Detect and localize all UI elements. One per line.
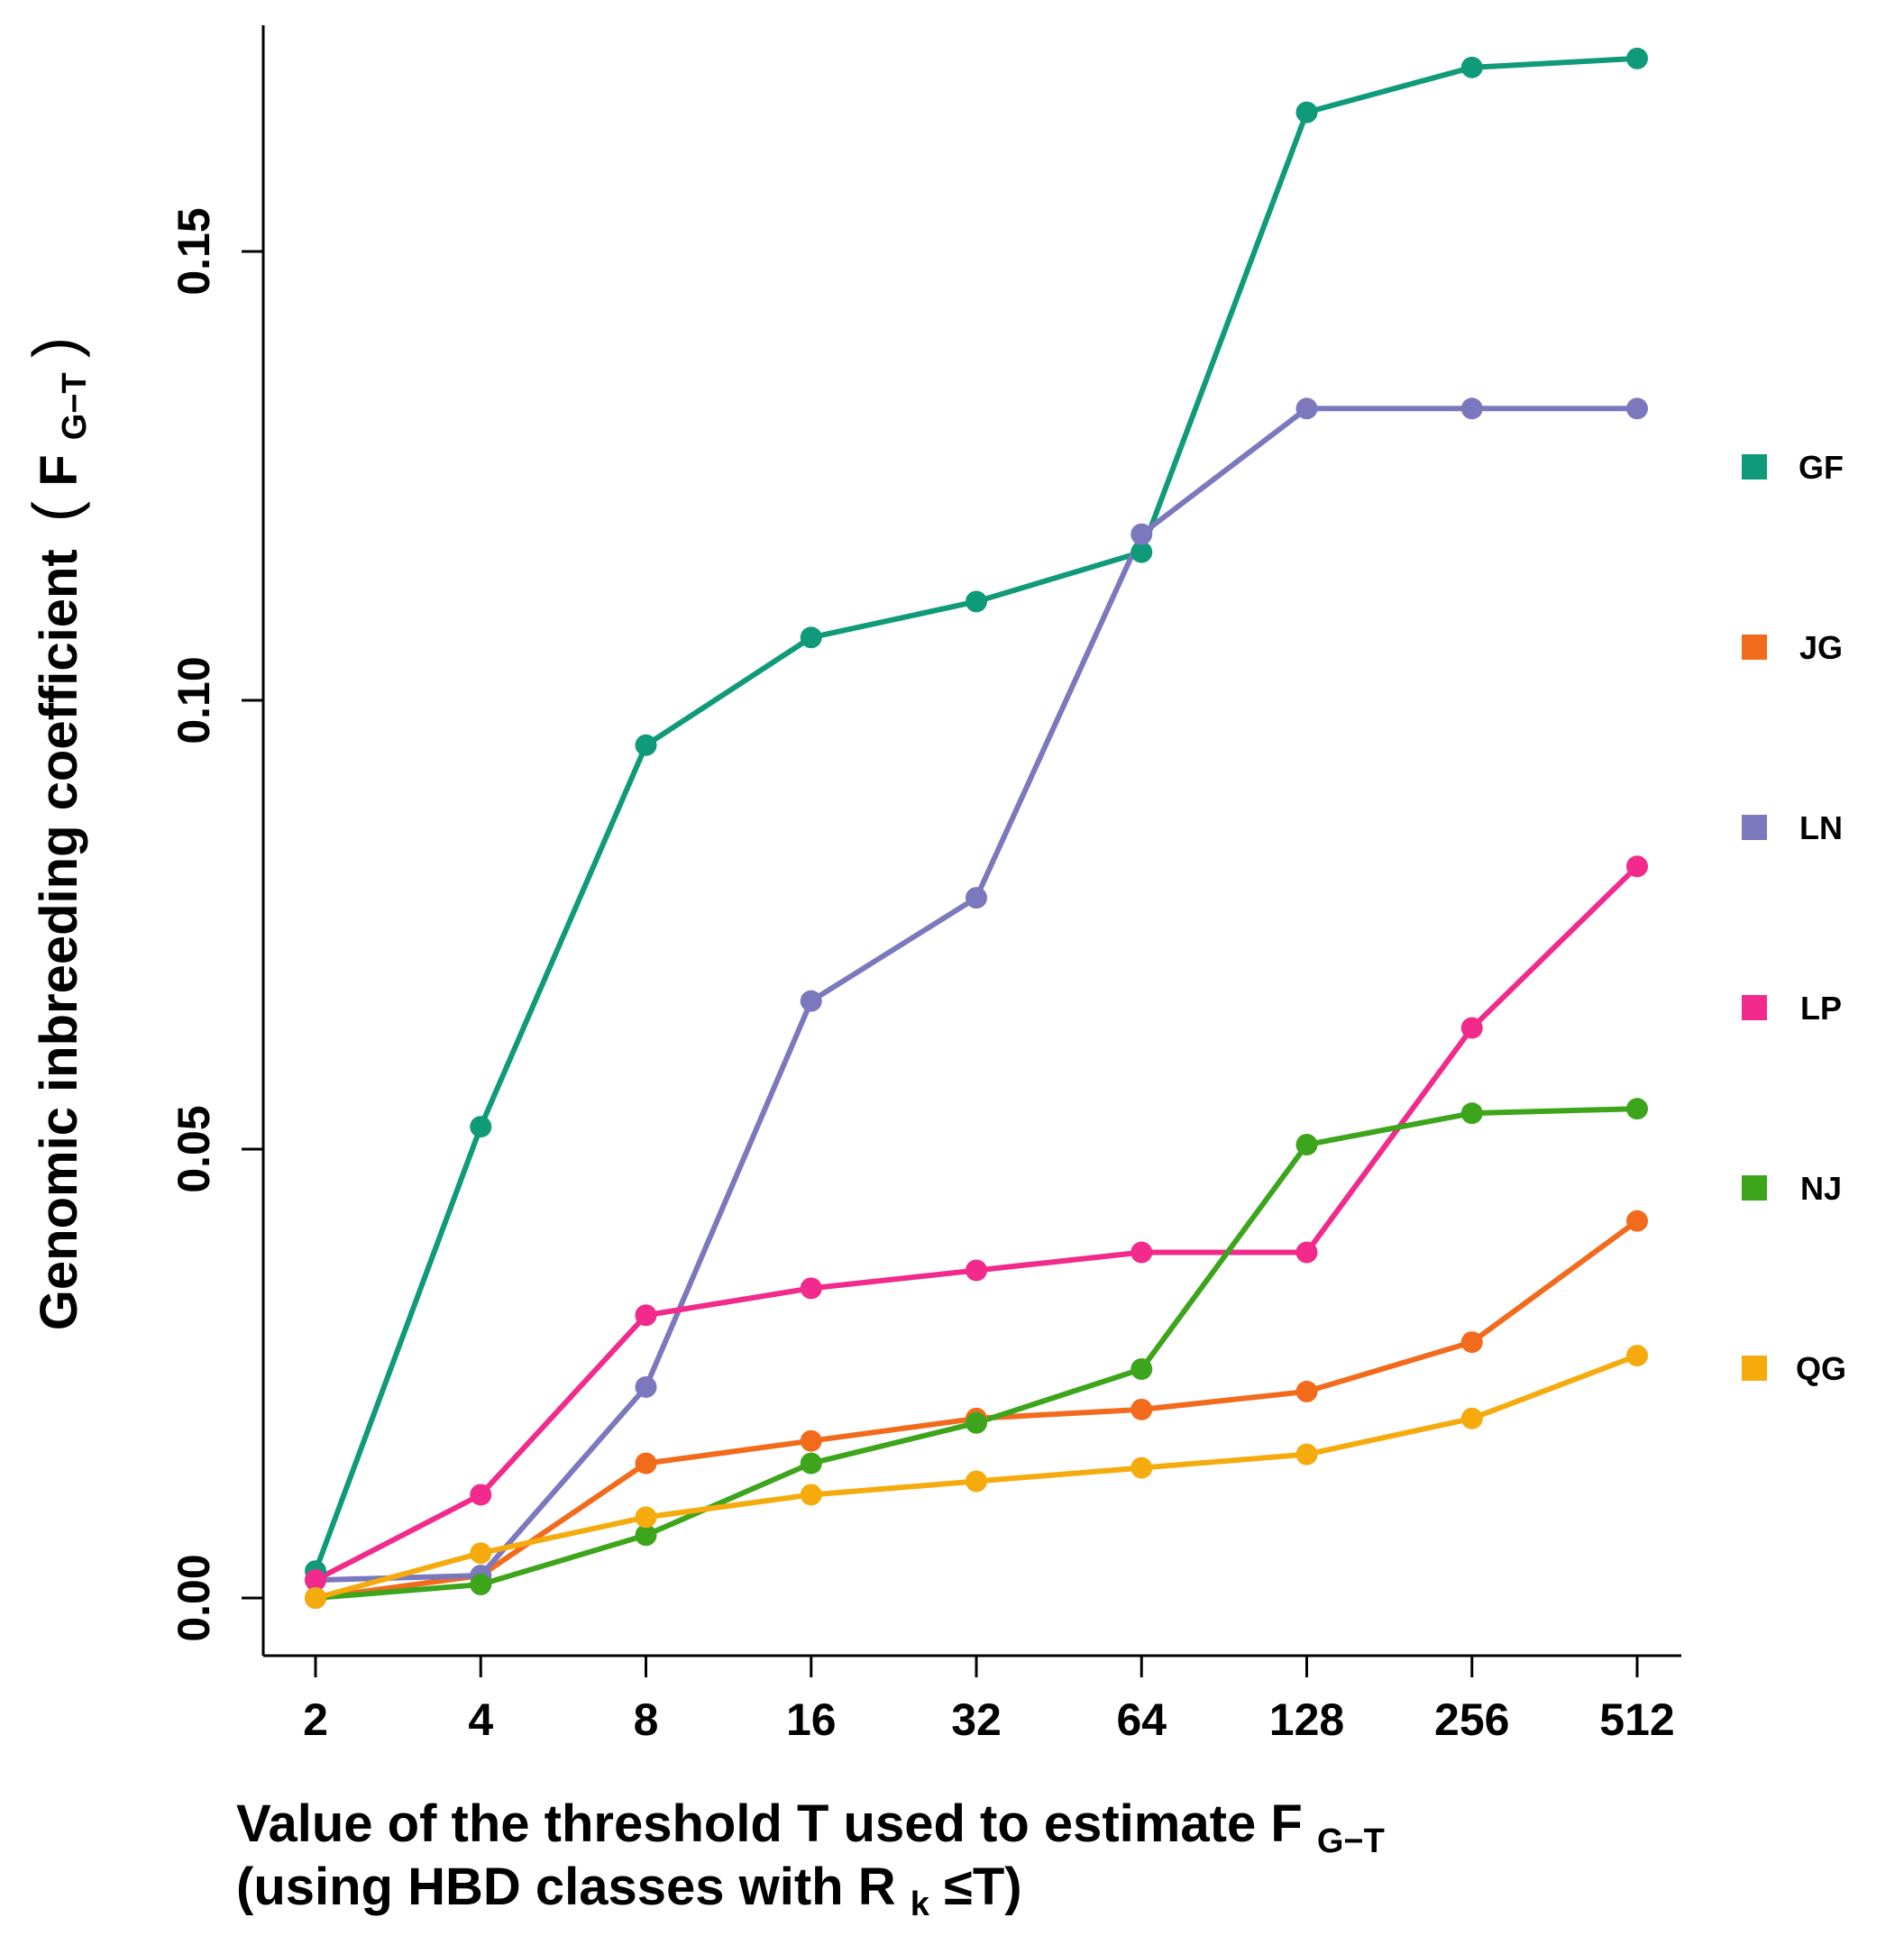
data-point-jg [800, 1429, 822, 1452]
data-point-gf [800, 626, 822, 649]
data-point-qg [470, 1542, 492, 1565]
data-point-qg [1295, 1443, 1318, 1466]
data-point-nj [1295, 1134, 1318, 1156]
y-tick-label: 0.10 [169, 656, 219, 744]
data-point-gf [1460, 56, 1483, 78]
data-point-jg [1130, 1398, 1153, 1420]
data-point-qg [1626, 1345, 1648, 1367]
legend-swatch-jg [1742, 635, 1767, 660]
series-lines [313, 55, 1640, 1601]
legend-label-ln: LN [1799, 809, 1843, 846]
data-point-nj [1130, 1358, 1153, 1381]
y-tick-label: 0.00 [169, 1554, 219, 1641]
data-point-qg [1460, 1407, 1483, 1429]
data-point-nj [470, 1574, 492, 1596]
legend-label-qg: QG [1796, 1350, 1846, 1387]
legend-label-gf: GF [1799, 449, 1844, 486]
data-point-ln [1460, 397, 1483, 420]
y-axis-title-close: ) [20, 337, 90, 358]
data-point-lp [635, 1304, 657, 1327]
data-point-gf [1295, 101, 1318, 123]
data-point-gf [1626, 47, 1648, 69]
data-point-qg [966, 1470, 987, 1493]
legend-swatch-nj [1742, 1175, 1767, 1201]
data-point-lp [1295, 1241, 1318, 1264]
legend-swatch-ln [1742, 815, 1767, 840]
x-axis-title-line2-post: ≤T) [944, 1858, 1022, 1916]
data-point-nj [1626, 1098, 1648, 1120]
y-axis-title-main: Genomic inbreeding coefficient [30, 549, 88, 1330]
data-point-lp [1626, 855, 1648, 878]
data-point-lp [800, 1277, 822, 1300]
x-axis-title-line1-sub: G−T [1317, 1822, 1385, 1860]
x-tick-label: 512 [1599, 1694, 1674, 1745]
x-axis-title-line2-sub: k [911, 1886, 930, 1923]
data-point-gf [966, 590, 987, 613]
legend-label-lp: LP [1800, 990, 1842, 1027]
y-axis-title: Genomic inbreeding coefficient ( F G−T ) [20, 337, 97, 1330]
data-point-ln [800, 990, 822, 1012]
data-point-gf [470, 1116, 492, 1138]
x-tick-label: 128 [1269, 1694, 1344, 1745]
legend-label-jg: JG [1799, 629, 1843, 666]
x-axis-title-line2-pre: (using HBD classes with R [236, 1858, 896, 1916]
x-tick-label: 4 [468, 1694, 493, 1745]
data-point-nj [966, 1411, 987, 1434]
y-axis-title-sub: G−T [56, 372, 94, 440]
data-point-jg [1460, 1331, 1483, 1354]
x-axis-title-line1: Value of the threshold T used to estimat… [236, 1794, 1385, 1860]
data-point-qg [1130, 1456, 1153, 1479]
series-line-gf [313, 55, 1640, 1575]
y-axis-title-symbol: F [30, 454, 88, 486]
legend: GF JG LN LP NJ QG [1742, 449, 1846, 1387]
x-tick-label: 256 [1434, 1694, 1509, 1745]
data-point-qg [635, 1506, 657, 1529]
y-tick-label: 0.05 [169, 1105, 219, 1192]
legend-swatch-lp [1742, 995, 1767, 1020]
x-axis-ticks: 2 4 8 16 32 64 128 256 512 [303, 1656, 1675, 1745]
y-axis-ticks: 0.00 0.05 0.10 0.15 [169, 207, 263, 1642]
x-tick-label: 8 [634, 1694, 659, 1745]
data-point-gf [1130, 541, 1153, 563]
data-point-jg [1295, 1380, 1318, 1402]
x-tick-label: 64 [1116, 1694, 1167, 1745]
data-point-nj [800, 1452, 822, 1475]
data-point-gf [635, 734, 657, 756]
x-axis-title-line1-main: Value of the threshold T used to estimat… [236, 1794, 1303, 1853]
legend-label-nj: NJ [1800, 1170, 1842, 1207]
data-point-lp [1130, 1241, 1153, 1264]
data-point-ln [1626, 397, 1648, 420]
data-point-qg [800, 1484, 822, 1506]
series-line-ln [313, 406, 1640, 1584]
data-point-lp [966, 1259, 987, 1282]
data-point-jg [1626, 1210, 1648, 1232]
data-point-lp [305, 1569, 326, 1592]
data-point-jg [635, 1452, 657, 1475]
data-point-lp [470, 1484, 492, 1506]
y-axis-title-open: ( [20, 501, 90, 522]
data-point-ln [1130, 523, 1153, 545]
data-point-nj [1460, 1102, 1483, 1125]
data-point-ln [966, 887, 987, 909]
data-point-ln [1295, 397, 1318, 420]
y-tick-label: 0.15 [169, 207, 219, 295]
x-tick-label: 16 [786, 1694, 837, 1745]
series-points [305, 47, 1648, 1609]
legend-swatch-qg [1742, 1356, 1767, 1381]
x-tick-label: 2 [303, 1694, 328, 1745]
data-point-ln [635, 1375, 657, 1398]
x-tick-label: 32 [951, 1694, 1002, 1745]
data-point-nj [635, 1524, 657, 1547]
legend-swatch-gf [1742, 454, 1767, 479]
data-point-qg [305, 1587, 326, 1609]
x-axis-title-line2: (using HBD classes with R k ≤T) [236, 1858, 1022, 1927]
data-point-lp [1460, 1017, 1483, 1039]
